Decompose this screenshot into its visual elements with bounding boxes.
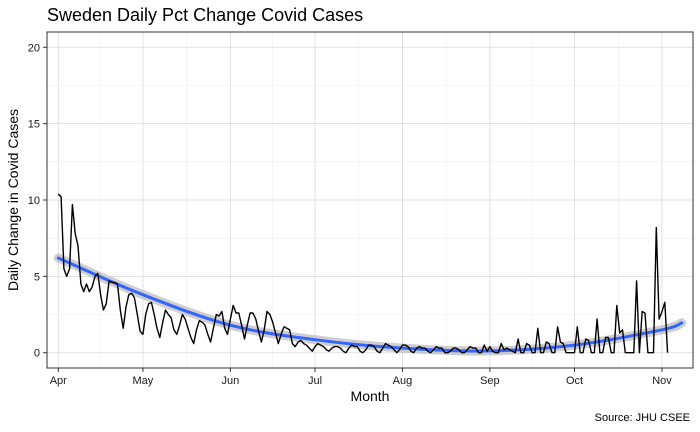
x-tick-label: Nov bbox=[652, 375, 672, 387]
y-tick-label: 15 bbox=[28, 119, 40, 131]
smooth-layer bbox=[53, 253, 687, 356]
chart-title: Sweden Daily Pct Change Covid Cases bbox=[47, 5, 363, 25]
line-layer bbox=[57, 193, 669, 354]
y-axis: 0 5 10 15 20 bbox=[28, 42, 47, 360]
y-tick-label: 5 bbox=[34, 271, 40, 283]
y-tick-label: 0 bbox=[34, 348, 40, 360]
x-tick-label: Apr bbox=[50, 375, 67, 387]
y-axis-title: Daily Change in Covid Cases bbox=[5, 109, 21, 291]
x-axis: Apr May Jun Jul Aug Sep Oct Nov bbox=[50, 368, 672, 387]
smooth-trend-line bbox=[56, 256, 684, 353]
x-tick-label: May bbox=[133, 375, 154, 387]
source-caption: Source: JHU CSEE bbox=[595, 412, 690, 424]
daily-change-line bbox=[57, 193, 669, 354]
y-tick-label: 10 bbox=[28, 195, 40, 207]
x-tick-label: Sep bbox=[480, 375, 500, 387]
x-tick-label: Aug bbox=[393, 375, 413, 387]
y-tick-label: 20 bbox=[28, 42, 40, 54]
x-tick-label: Oct bbox=[566, 375, 583, 387]
x-tick-label: Jul bbox=[308, 375, 322, 387]
x-axis-title: Month bbox=[351, 388, 390, 404]
grid bbox=[47, 32, 693, 368]
x-tick-label: Jun bbox=[221, 375, 239, 387]
